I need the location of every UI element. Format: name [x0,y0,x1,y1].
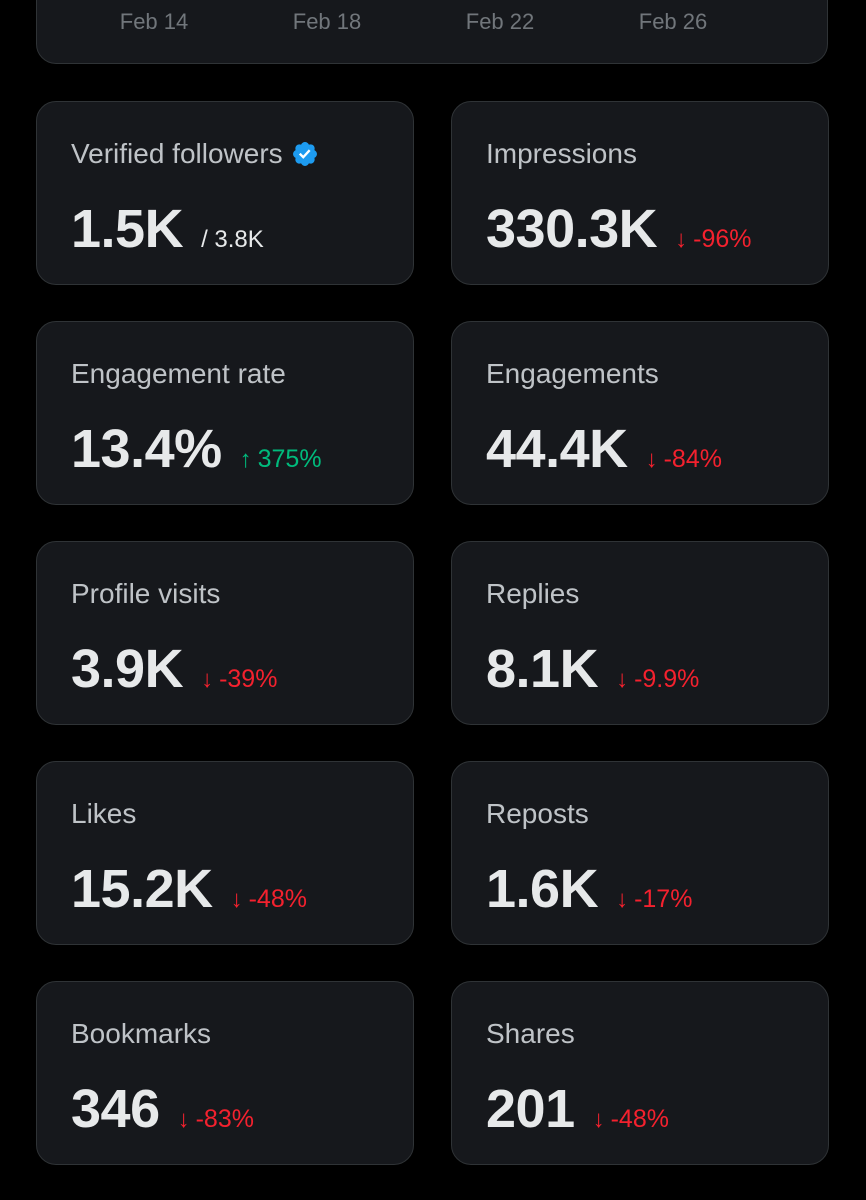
change-indicator: ↓ -17% [616,885,692,914]
arrow-down-icon: ↓ [616,886,629,913]
arrow-down-icon: ↓ [201,666,214,693]
change-percent: -48% [610,1105,669,1133]
metric-card-impressions[interactable]: Impressions 330.3K ↓ -96% [451,101,829,285]
chart-panel: Feb 14 Feb 18 Feb 22 Feb 26 [36,0,828,64]
arrow-down-icon: ↓ [675,226,688,253]
change-percent: 375% [257,445,322,473]
metric-value-row: 3.9K ↓ -39% [71,638,277,700]
change-indicator: ↓ -9.9% [616,665,699,694]
metric-label: Engagement rate [71,358,286,389]
metric-value: 346 [71,1079,160,1139]
change-indicator: ↑ 375% [240,445,322,474]
metric-label: Engagements [486,358,659,389]
change-percent: -83% [195,1105,254,1133]
change-indicator: ↓ -48% [231,885,307,914]
x-axis-tick: Feb 18 [292,9,362,34]
x-axis-tick: Feb 14 [119,9,189,34]
metric-label: Profile visits [71,578,221,609]
metric-label: Replies [486,578,580,609]
metric-label: Bookmarks [71,1018,212,1049]
metric-card-reposts[interactable]: Reposts 1.6K ↓ -17% [451,761,829,945]
metric-value-row: 330.3K ↓ -96% [486,198,752,260]
change-percent: -9.9% [634,665,700,693]
metric-label: Shares [486,1018,575,1049]
metric-value: 15.2K [71,859,213,919]
metric-label: Impressions [486,138,637,169]
change-percent: -17% [634,885,693,913]
change-indicator: ↓ -83% [178,1105,254,1134]
metric-label: Likes [71,798,137,829]
metric-value-row: 1.6K ↓ -17% [486,858,692,920]
arrow-down-icon: ↓ [616,666,629,693]
metric-value: 3.9K [71,639,184,699]
change-indicator: ↓ -48% [593,1105,669,1134]
metric-card-engagements[interactable]: Engagements 44.4K ↓ -84% [451,321,829,505]
metric-value: 13.4% [71,419,222,479]
metric-value: 44.4K [486,419,628,479]
metric-value: 201 [486,1079,575,1139]
metric-card-engagement-rate[interactable]: Engagement rate 13.4% ↑ 375% [36,321,414,505]
metric-label: Verified followers [71,138,283,169]
change-percent: -48% [248,885,307,913]
metric-card-verified-followers[interactable]: Verified followers 1.5K / 3.8K [36,101,414,285]
metric-value-row: 15.2K ↓ -48% [71,858,307,920]
arrow-down-icon: ↓ [592,1106,605,1133]
metric-card-bookmarks[interactable]: Bookmarks 346 ↓ -83% [36,981,414,1165]
metric-value-row: 1.5K / 3.8K [71,198,264,260]
change-indicator: ↓ -96% [675,225,751,254]
metric-label-row: Verified followers [71,138,319,170]
metric-value-row: 201 ↓ -48% [486,1078,669,1140]
arrow-up-icon: ↑ [239,446,252,473]
change-percent: -84% [663,445,722,473]
metric-card-shares[interactable]: Shares 201 ↓ -48% [451,981,829,1165]
change-indicator: ↓ -84% [646,445,722,474]
metric-value: 330.3K [486,199,658,259]
metric-value: 1.6K [486,859,599,919]
metric-card-replies[interactable]: Replies 8.1K ↓ -9.9% [451,541,829,725]
arrow-down-icon: ↓ [177,1106,190,1133]
change-percent: -96% [693,225,752,253]
metric-value-row: 44.4K ↓ -84% [486,418,722,480]
verified-badge-icon [291,140,319,168]
arrow-down-icon: ↓ [645,446,658,473]
metric-card-profile-visits[interactable]: Profile visits 3.9K ↓ -39% [36,541,414,725]
arrow-down-icon: ↓ [230,886,243,913]
metric-label: Reposts [486,798,589,829]
metric-value: 8.1K [486,639,599,699]
metric-card-likes[interactable]: Likes 15.2K ↓ -48% [36,761,414,945]
metric-value: 1.5K [71,199,184,259]
metric-value-row: 346 ↓ -83% [71,1078,254,1140]
x-axis-tick: Feb 22 [465,9,535,34]
metric-value-row: 13.4% ↑ 375% [71,418,322,480]
x-axis-tick: Feb 26 [638,9,708,34]
metric-total: / 3.8K [201,226,264,253]
change-percent: -39% [219,665,278,693]
metric-value-row: 8.1K ↓ -9.9% [486,638,699,700]
change-indicator: ↓ -39% [201,665,277,694]
